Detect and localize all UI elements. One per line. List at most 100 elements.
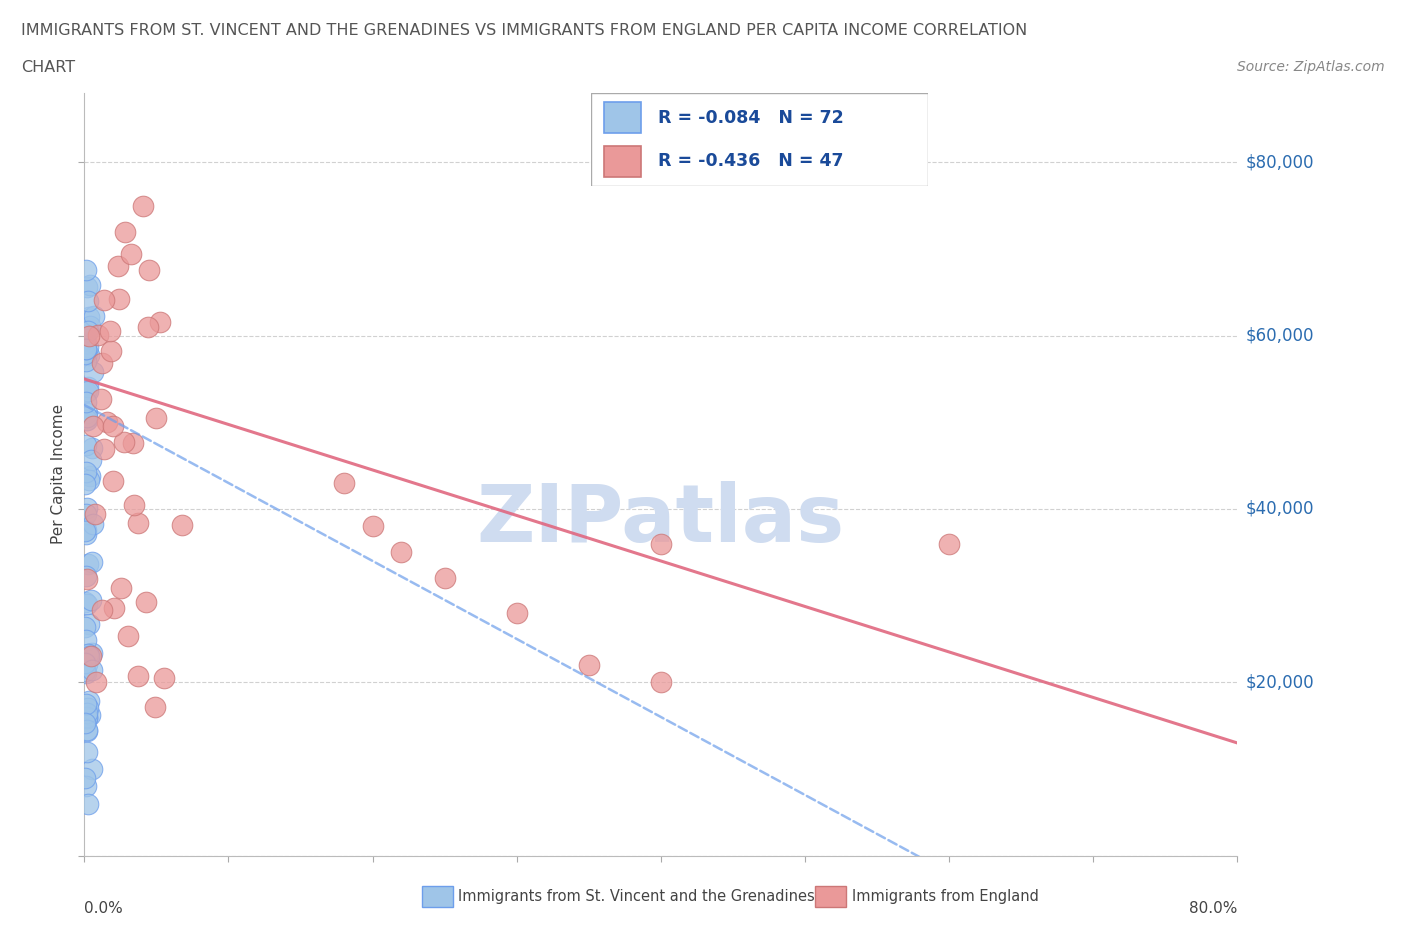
Point: [506, 605, 529, 620]
Point: [938, 537, 960, 551]
Point: [76, 413, 98, 428]
Point: [80, 441, 103, 456]
Point: [83, 309, 105, 324]
Text: $40,000: $40,000: [1246, 500, 1315, 518]
Point: [90, 355, 112, 370]
Point: [75, 413, 97, 428]
Point: [75, 437, 97, 452]
Point: [391, 545, 413, 560]
Point: [82, 365, 104, 379]
Point: [73, 716, 96, 731]
Point: [77, 796, 100, 811]
Point: [75, 666, 97, 681]
Point: [73, 656, 96, 671]
Point: [86, 674, 108, 689]
Point: [143, 699, 166, 714]
Point: [75, 262, 97, 277]
Point: [149, 314, 172, 329]
Point: [73, 477, 96, 492]
Point: [75, 526, 97, 541]
Point: [76, 706, 98, 721]
Point: [76, 724, 98, 738]
Point: [75, 354, 97, 369]
Point: [90, 392, 112, 406]
Point: [76, 572, 98, 587]
Point: [77, 646, 100, 661]
Point: [73, 770, 96, 785]
Point: [90, 603, 112, 618]
Point: [77, 648, 100, 663]
Point: [76, 557, 98, 572]
Point: [96, 415, 118, 430]
Point: [82, 418, 104, 433]
Point: [122, 435, 145, 450]
FancyBboxPatch shape: [605, 102, 641, 133]
Point: [101, 473, 124, 488]
Point: [136, 320, 159, 335]
Point: [76, 379, 98, 394]
Y-axis label: Per Capita Income: Per Capita Income: [51, 405, 66, 544]
Point: [172, 517, 194, 532]
Point: [114, 224, 136, 239]
Point: [80, 453, 103, 468]
Text: $60,000: $60,000: [1246, 326, 1315, 345]
Point: [75, 778, 97, 793]
Point: [80, 649, 103, 664]
Point: [107, 259, 129, 273]
Point: [98, 324, 121, 339]
Point: [79, 469, 101, 484]
Text: R = -0.436   N = 47: R = -0.436 N = 47: [658, 152, 844, 170]
Point: [433, 571, 456, 586]
Point: [75, 506, 97, 521]
Point: [79, 592, 101, 607]
Point: [75, 465, 97, 480]
Point: [82, 516, 104, 531]
Point: [76, 405, 98, 420]
Point: [132, 198, 155, 213]
Point: [122, 498, 145, 512]
Text: ZIPatlas: ZIPatlas: [477, 481, 845, 559]
Point: [75, 332, 97, 347]
Text: R = -0.084   N = 72: R = -0.084 N = 72: [658, 109, 844, 127]
Point: [578, 658, 600, 672]
Point: [79, 278, 101, 293]
Point: [75, 347, 97, 362]
Text: Immigrants from England: Immigrants from England: [852, 889, 1039, 904]
Point: [93, 442, 115, 457]
Point: [76, 324, 98, 339]
Text: CHART: CHART: [21, 60, 75, 75]
Point: [75, 336, 97, 351]
Point: [76, 723, 98, 737]
Point: [82, 554, 104, 569]
Point: [127, 669, 149, 684]
Text: Immigrants from St. Vincent and the Grenadines: Immigrants from St. Vincent and the Gren…: [458, 889, 815, 904]
Point: [76, 500, 98, 515]
FancyBboxPatch shape: [591, 93, 928, 186]
Point: [73, 524, 96, 538]
Point: [333, 475, 356, 490]
Point: [100, 344, 122, 359]
Point: [75, 342, 97, 357]
Point: [77, 329, 100, 344]
Point: [77, 384, 100, 399]
Point: [76, 385, 98, 400]
Point: [76, 744, 98, 759]
Point: [650, 675, 672, 690]
Point: [77, 700, 100, 715]
Point: [79, 708, 101, 723]
Point: [117, 629, 139, 644]
Point: [93, 293, 115, 308]
Point: [87, 328, 110, 343]
Point: [103, 601, 125, 616]
Point: [77, 473, 100, 488]
Point: [83, 506, 105, 521]
Text: IMMIGRANTS FROM ST. VINCENT AND THE GRENADINES VS IMMIGRANTS FROM ENGLAND PER CA: IMMIGRANTS FROM ST. VINCENT AND THE GREN…: [21, 23, 1028, 38]
Point: [77, 339, 100, 354]
Point: [73, 620, 96, 635]
Point: [120, 247, 142, 262]
Point: [361, 519, 384, 534]
Point: [103, 418, 125, 433]
Point: [75, 394, 97, 409]
Point: [650, 537, 672, 551]
Point: [75, 342, 97, 357]
